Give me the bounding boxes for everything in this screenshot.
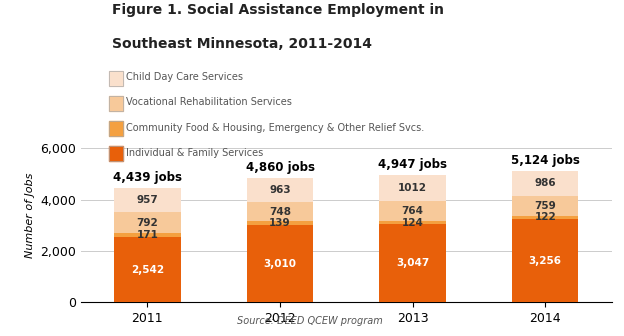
Text: 4,860 jobs: 4,860 jobs xyxy=(245,161,314,174)
Text: Individual & Family Services: Individual & Family Services xyxy=(126,148,263,158)
Text: 3,010: 3,010 xyxy=(263,259,296,269)
Bar xyxy=(247,177,313,202)
Bar xyxy=(512,171,578,196)
Text: 963: 963 xyxy=(269,185,291,195)
Text: 764: 764 xyxy=(402,206,424,216)
Text: 2,542: 2,542 xyxy=(131,265,164,275)
Text: 957: 957 xyxy=(137,195,158,205)
Bar xyxy=(247,202,313,221)
Text: 171: 171 xyxy=(137,230,158,240)
Bar xyxy=(512,216,578,219)
Text: 792: 792 xyxy=(137,217,158,227)
Bar xyxy=(379,201,446,221)
Text: Figure 1. Social Assistance Employment in: Figure 1. Social Assistance Employment i… xyxy=(112,3,444,17)
Y-axis label: Number of Jobs: Number of Jobs xyxy=(25,172,35,258)
Text: 5,124 jobs: 5,124 jobs xyxy=(511,154,580,167)
Bar xyxy=(379,175,446,201)
Text: Child Day Care Services: Child Day Care Services xyxy=(126,72,243,82)
Text: 122: 122 xyxy=(534,212,556,222)
Bar xyxy=(114,212,180,233)
Text: 748: 748 xyxy=(269,207,291,217)
Text: Community Food & Housing, Emergency & Other Relief Svcs.: Community Food & Housing, Emergency & Ot… xyxy=(126,123,424,133)
Bar xyxy=(379,221,446,224)
Bar xyxy=(379,224,446,302)
Text: 986: 986 xyxy=(534,178,556,188)
Text: Vocational Rehabilitation Services: Vocational Rehabilitation Services xyxy=(126,97,292,108)
Text: 139: 139 xyxy=(269,218,291,228)
Bar xyxy=(114,188,180,212)
Bar xyxy=(247,221,313,225)
Text: 3,047: 3,047 xyxy=(396,258,429,268)
Text: 3,256: 3,256 xyxy=(529,256,562,265)
Text: Southeast Minnesota, 2011-2014: Southeast Minnesota, 2011-2014 xyxy=(112,37,373,51)
Bar xyxy=(512,196,578,216)
Text: 1012: 1012 xyxy=(398,183,427,193)
Bar xyxy=(512,219,578,302)
Text: 124: 124 xyxy=(402,217,424,227)
Text: Source: DEED QCEW program: Source: DEED QCEW program xyxy=(237,316,383,326)
Text: 4,439 jobs: 4,439 jobs xyxy=(113,171,182,184)
Text: 4,947 jobs: 4,947 jobs xyxy=(378,159,447,171)
Bar xyxy=(114,237,180,302)
Bar xyxy=(247,225,313,302)
Text: 759: 759 xyxy=(534,201,556,211)
Bar xyxy=(114,233,180,237)
